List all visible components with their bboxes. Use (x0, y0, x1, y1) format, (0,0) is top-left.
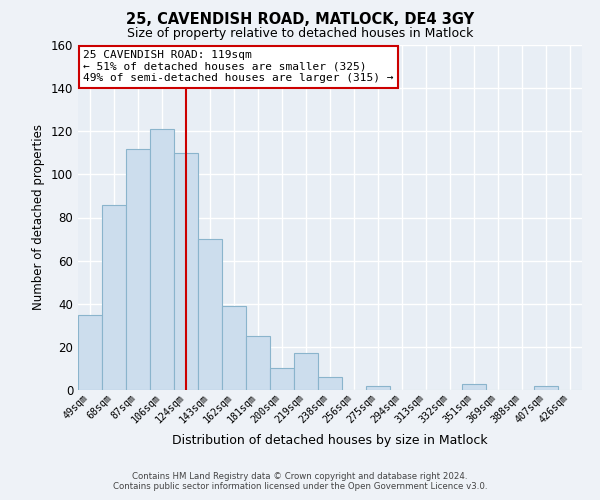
Bar (102, 204, 126, 390)
Bar (126, 148, 150, 390)
Bar (366, 386, 390, 390)
Text: 25 CAVENDISH ROAD: 119sqm
← 51% of detached houses are smaller (325)
49% of semi: 25 CAVENDISH ROAD: 119sqm ← 51% of detac… (83, 50, 394, 84)
Text: Size of property relative to detached houses in Matlock: Size of property relative to detached ho… (127, 28, 473, 40)
Bar (246, 336, 270, 390)
Bar (318, 377, 342, 390)
Bar (222, 306, 246, 390)
X-axis label: Distribution of detached houses by size in Matlock: Distribution of detached houses by size … (172, 434, 488, 446)
Bar (534, 386, 558, 390)
Bar (462, 384, 486, 390)
Text: 25, CAVENDISH ROAD, MATLOCK, DE4 3GY: 25, CAVENDISH ROAD, MATLOCK, DE4 3GY (126, 12, 474, 28)
Text: Contains HM Land Registry data © Crown copyright and database right 2024.
Contai: Contains HM Land Registry data © Crown c… (113, 472, 487, 491)
Bar (198, 239, 222, 390)
Bar (150, 129, 174, 390)
Bar (78, 314, 102, 390)
Bar (174, 153, 198, 390)
Bar (270, 368, 294, 390)
Bar (294, 354, 318, 390)
Y-axis label: Number of detached properties: Number of detached properties (32, 124, 45, 310)
